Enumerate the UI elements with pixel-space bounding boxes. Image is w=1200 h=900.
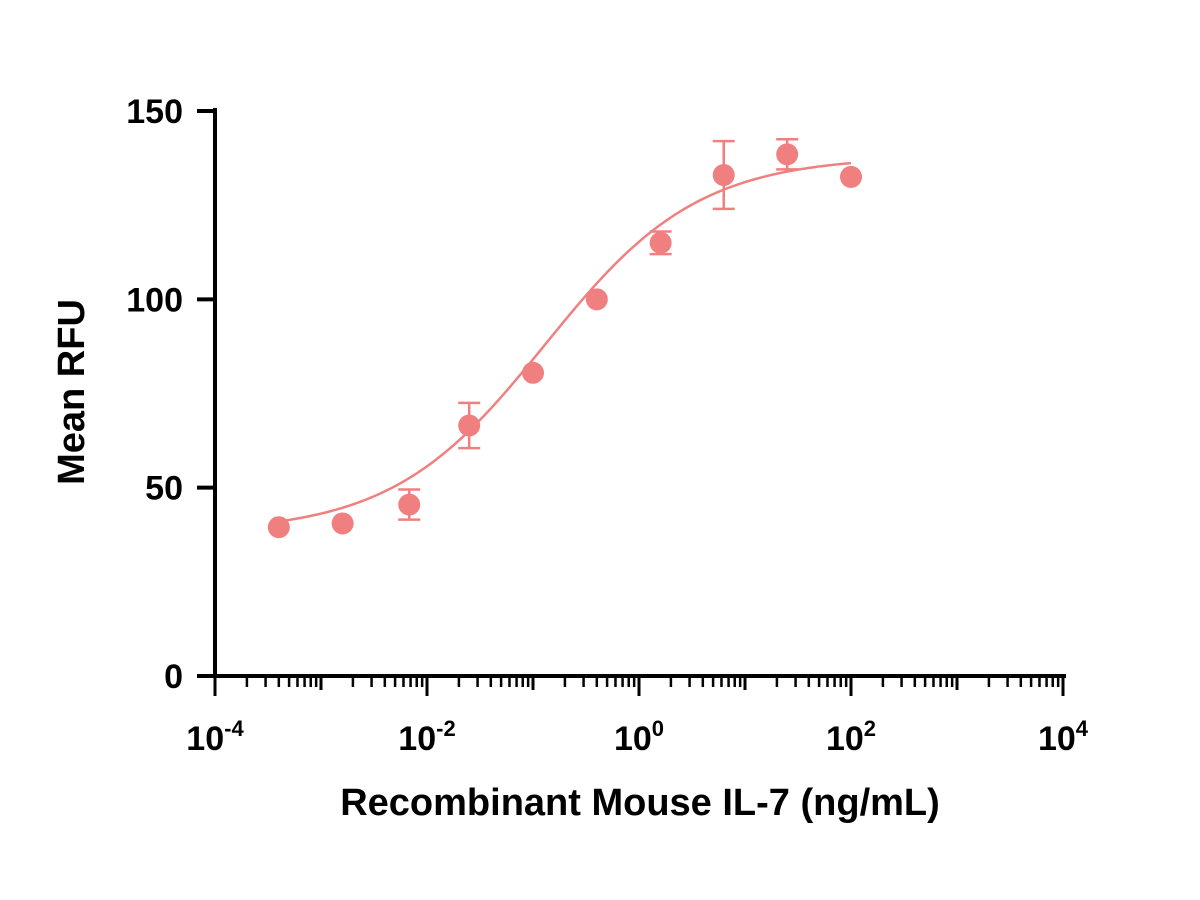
y-ticks: 0 50 100 150 bbox=[126, 93, 215, 696]
error-bars bbox=[398, 138, 799, 521]
y-axis-title: Mean RFU bbox=[51, 299, 93, 485]
data-point bbox=[649, 231, 672, 254]
y-tick-label: 0 bbox=[164, 658, 183, 696]
y-tick-label: 100 bbox=[126, 281, 183, 319]
data-point bbox=[398, 493, 421, 516]
data-point bbox=[585, 288, 608, 311]
fit-curve bbox=[278, 161, 852, 523]
x-tick-label: 100 bbox=[614, 716, 664, 758]
x-tick-label: 102 bbox=[826, 716, 876, 758]
x-axis-title: Recombinant Mouse IL-7 (ng/mL) bbox=[340, 782, 940, 824]
data-point bbox=[712, 164, 735, 187]
x-ticks: 10-4 10-2 100 102 104 bbox=[186, 676, 1089, 758]
data-point bbox=[840, 165, 862, 188]
data-point bbox=[458, 414, 481, 437]
x-tick-label: 10-4 bbox=[186, 716, 244, 758]
data-point bbox=[331, 512, 354, 535]
x-tick-label: 10-2 bbox=[398, 716, 455, 758]
axes bbox=[213, 108, 1066, 678]
data-point bbox=[522, 361, 544, 384]
x-tick-label: 104 bbox=[1038, 716, 1089, 758]
y-tick-label: 50 bbox=[145, 470, 183, 508]
data-points bbox=[267, 143, 862, 539]
data-point bbox=[267, 516, 290, 539]
y-tick-label: 150 bbox=[126, 93, 183, 131]
data-point bbox=[776, 143, 799, 166]
